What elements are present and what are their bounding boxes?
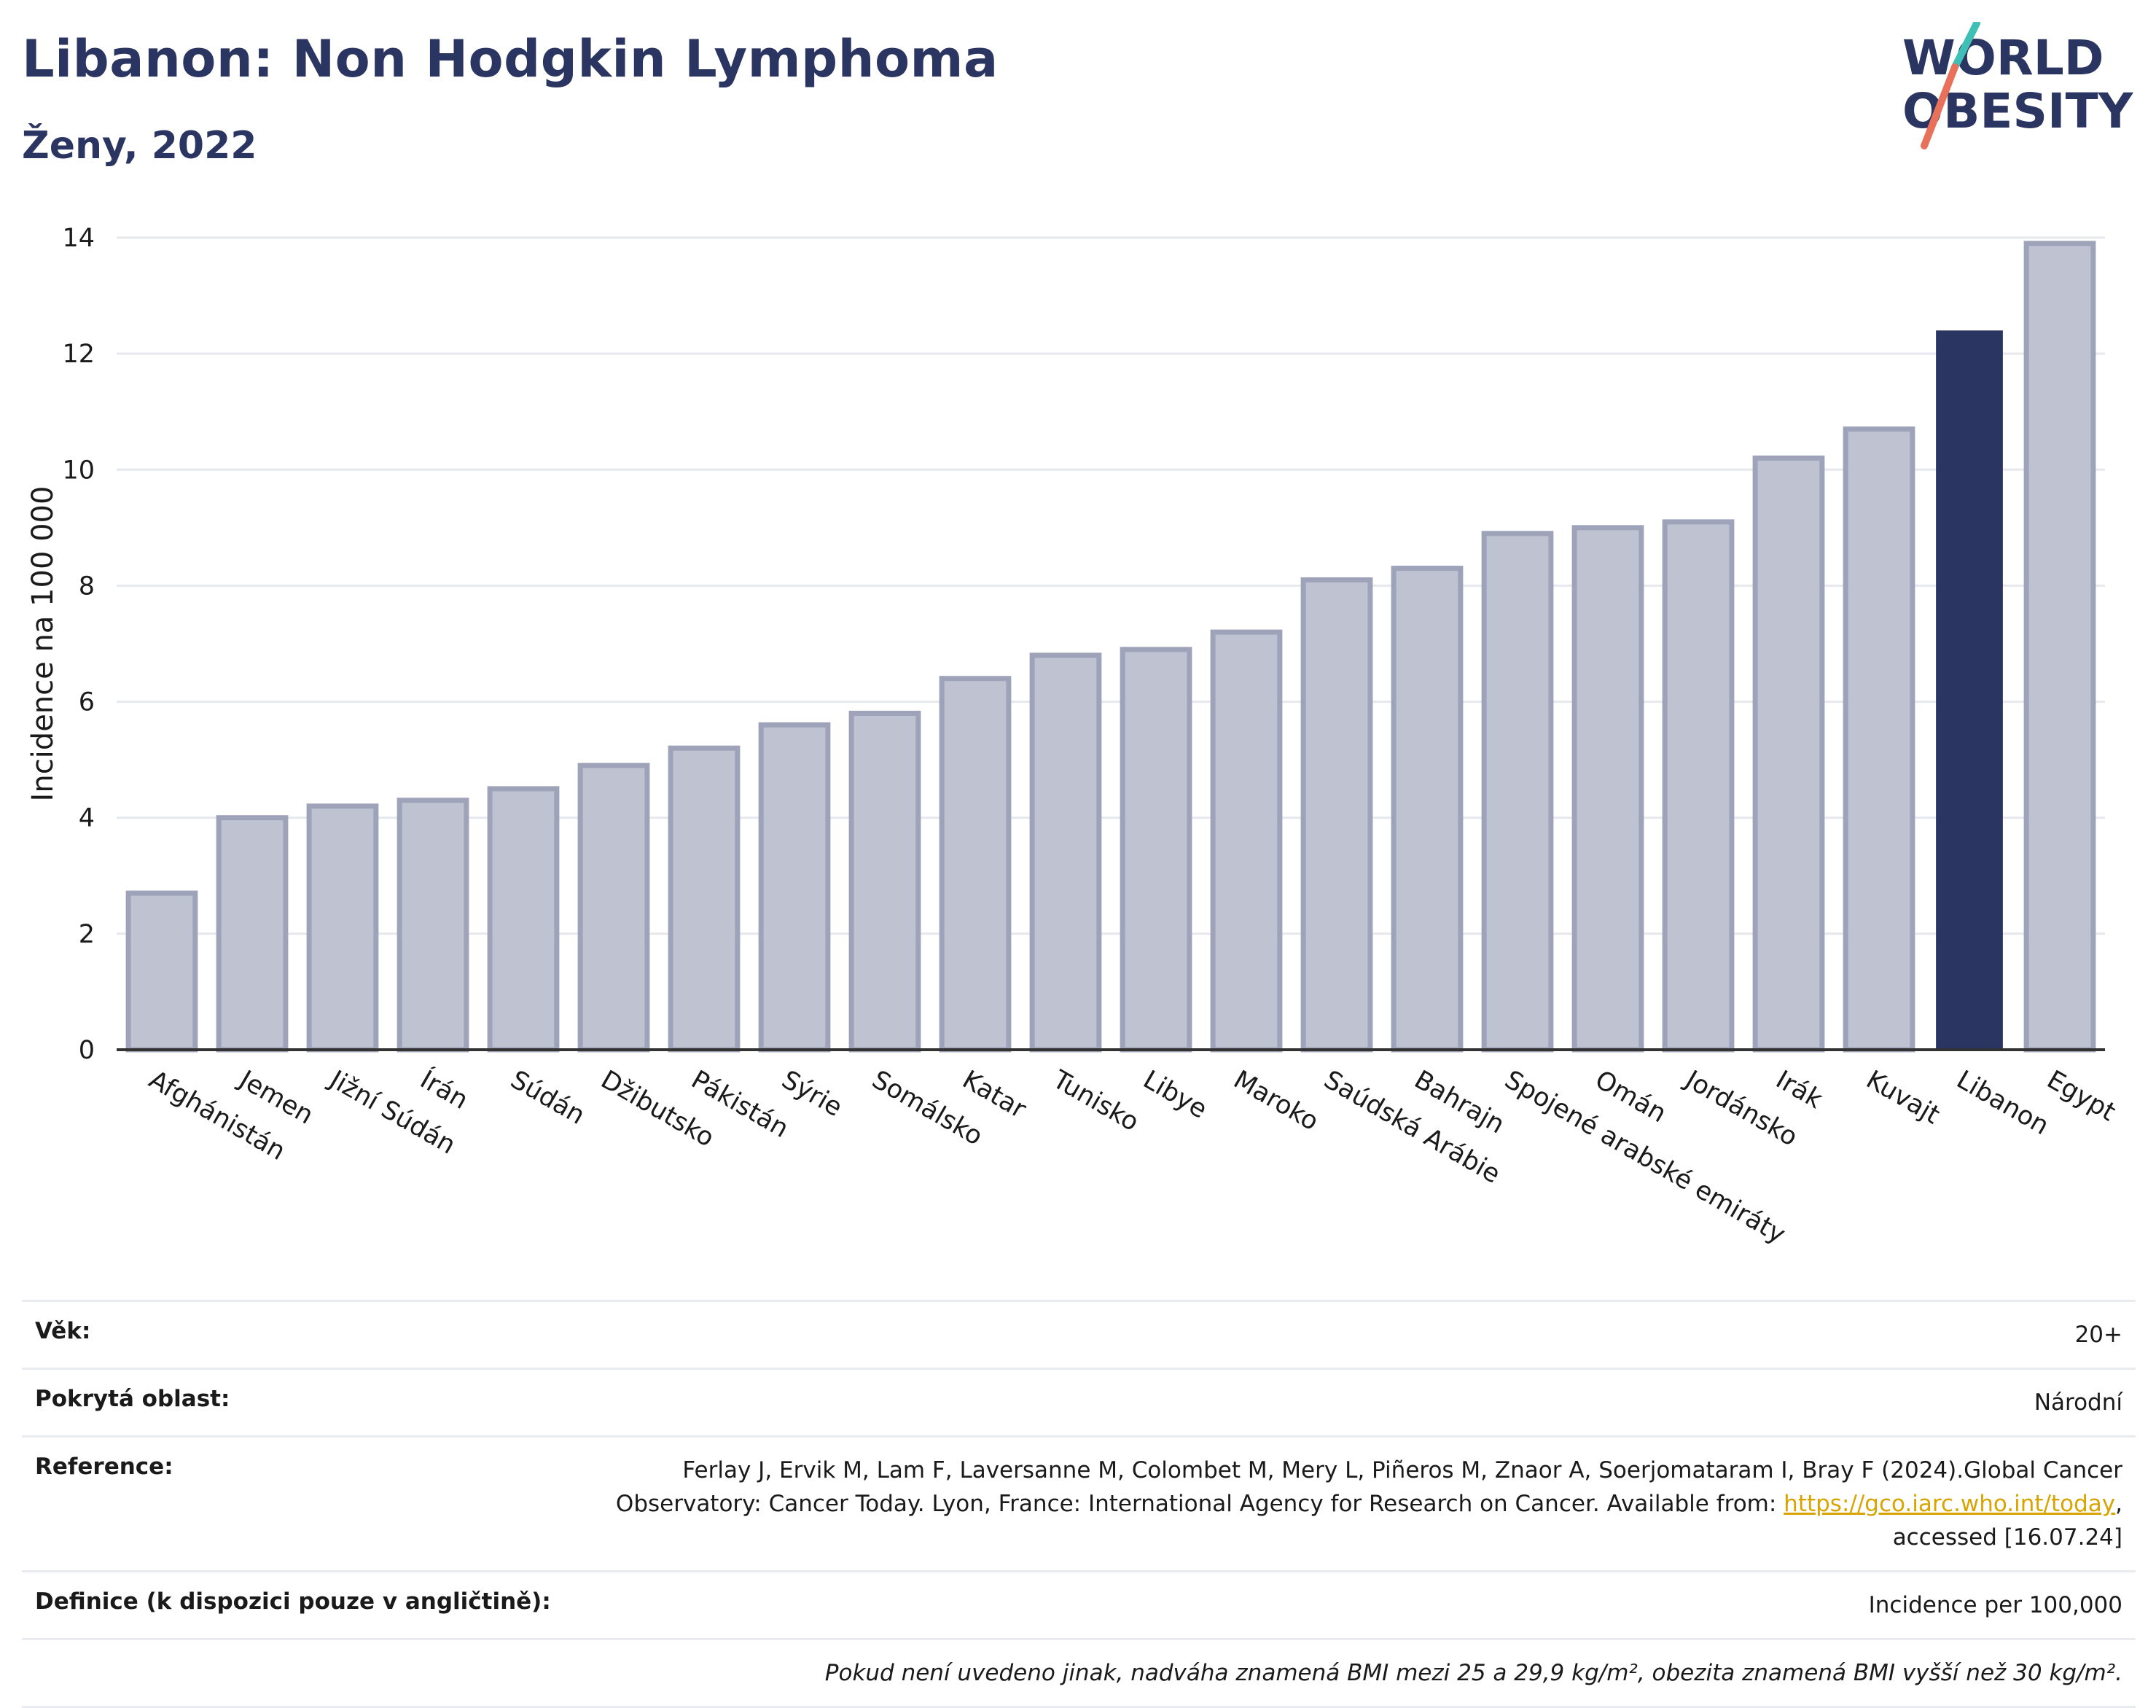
bar [1481, 531, 1554, 1053]
y-tick-label: 10 [62, 456, 95, 485]
bar [2023, 241, 2096, 1053]
logo-slash-coral [1921, 63, 1958, 149]
info-row-area: Pokrytá oblast: Národní [22, 1368, 2136, 1435]
definition-label: Definice (k dispozici pouze v angličtině… [35, 1588, 551, 1615]
x-tick-label: Sýrie [777, 1065, 848, 1123]
info-row-definition: Definice (k dispozici pouze v angličtině… [22, 1570, 2136, 1638]
definition-value: Incidence per 100,000 [1868, 1592, 2122, 1618]
info-row-age: Věk: 20+ [22, 1300, 2136, 1368]
bar [1752, 455, 1825, 1053]
bar [216, 815, 289, 1053]
bar [1300, 577, 1373, 1053]
bar [397, 798, 469, 1053]
bar [1662, 519, 1735, 1053]
bar [487, 786, 560, 1053]
bar [758, 722, 831, 1053]
reference-value: Ferlay J, Ervik M, Lam F, Laversanne M, … [548, 1454, 2122, 1554]
x-tick-label: Tunisko [1047, 1065, 1144, 1138]
bar [1843, 426, 1915, 1053]
bar [1391, 566, 1464, 1053]
x-tick-label: Libanon [1952, 1065, 2054, 1141]
info-row-reference: Reference: Ferlay J, Ervik M, Lam F, Lav… [22, 1435, 2136, 1570]
y-tick-label: 2 [79, 920, 95, 949]
y-axis-label: Incidence na 100 000 [26, 486, 60, 802]
y-tick-label: 14 [62, 224, 95, 253]
y-tick-label: 4 [79, 804, 95, 833]
bar [848, 710, 921, 1053]
bar-highlight [1936, 330, 2003, 1050]
y-tick-label: 12 [62, 340, 95, 369]
info-row-note: Pokud není uvedeno jinak, nadváha znamen… [22, 1638, 2136, 1708]
bar [1029, 652, 1102, 1053]
x-tick-label: Egypt [2042, 1065, 2120, 1127]
bar [306, 803, 379, 1053]
world-obesity-logo: WORLD OBESITY [1902, 22, 2134, 149]
reference-accessed: , accessed [16.07.24] [1892, 1491, 2122, 1551]
y-tick-label: 8 [79, 572, 95, 601]
y-tick-label: 6 [79, 688, 95, 717]
age-label: Věk: [35, 1318, 91, 1344]
reference-link[interactable]: https://gco.iarc.who.int/today [1784, 1491, 2116, 1517]
logo-text-world: WORLD [1902, 30, 2104, 86]
reference-label: Reference: [35, 1454, 173, 1480]
reference-text: Ferlay J, Ervik M, Lam F, Laversanne M, … [615, 1457, 2122, 1517]
x-tick-label: Súdán [506, 1065, 590, 1131]
bar [668, 745, 741, 1053]
logo-slash-teal [1951, 22, 1980, 71]
chart-title: Libanon: Non Hodgkin Lymphoma [22, 29, 999, 89]
x-tick-label: Irák [1771, 1065, 1828, 1115]
bar [939, 676, 1012, 1053]
x-tick-label: Libye [1138, 1065, 1212, 1124]
bar [1120, 647, 1192, 1053]
info-table: Věk: 20+ Pokrytá oblast: Národní Referen… [22, 1300, 2136, 1708]
age-value: 20+ [2074, 1322, 2122, 1348]
bar [577, 763, 650, 1053]
x-tick-label: Kuvajt [1862, 1065, 1945, 1130]
chart-subtitle: Ženy, 2022 [22, 124, 257, 168]
x-tick-label: Maroko [1229, 1065, 1324, 1136]
area-label: Pokrytá oblast: [35, 1386, 230, 1412]
bmi-note: Pokud není uvedeno jinak, nadváha znamen… [824, 1660, 2122, 1686]
y-tick-label: 0 [79, 1036, 95, 1065]
bar [1571, 525, 1644, 1053]
x-tick-label: Írán [415, 1064, 474, 1115]
bar [125, 890, 198, 1053]
area-value: Národní [2034, 1389, 2122, 1416]
bar [1210, 629, 1283, 1053]
